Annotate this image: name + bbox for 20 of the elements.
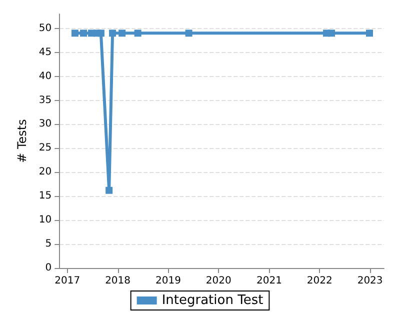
y-tick-label: 50: [38, 22, 52, 34]
x-tick-label: 2017: [54, 276, 80, 286]
y-tick-label: 10: [38, 214, 52, 226]
x-tick-label: 2018: [105, 276, 131, 286]
y-tick-label: 0: [45, 262, 52, 274]
x-tick-label: 2023: [357, 276, 383, 286]
y-tick-label: 25: [38, 142, 52, 154]
y-tick-label: 35: [38, 94, 52, 106]
y-tick-label: 45: [38, 46, 52, 58]
x-tick-label: 2019: [155, 276, 181, 286]
y-tick-label: 15: [38, 190, 52, 202]
y-tick-label: 20: [38, 166, 52, 178]
y-tick-label: 40: [38, 70, 52, 82]
y-tick-label: 5: [45, 238, 52, 250]
x-tick-label: 2020: [206, 276, 232, 286]
x-tick-label: 2022: [306, 276, 332, 286]
legend-label: Integration Test: [162, 293, 264, 308]
y-tick-label: 30: [38, 118, 52, 130]
x-tick-label: 2021: [256, 276, 282, 286]
y-axis-title: # Tests: [15, 119, 29, 163]
